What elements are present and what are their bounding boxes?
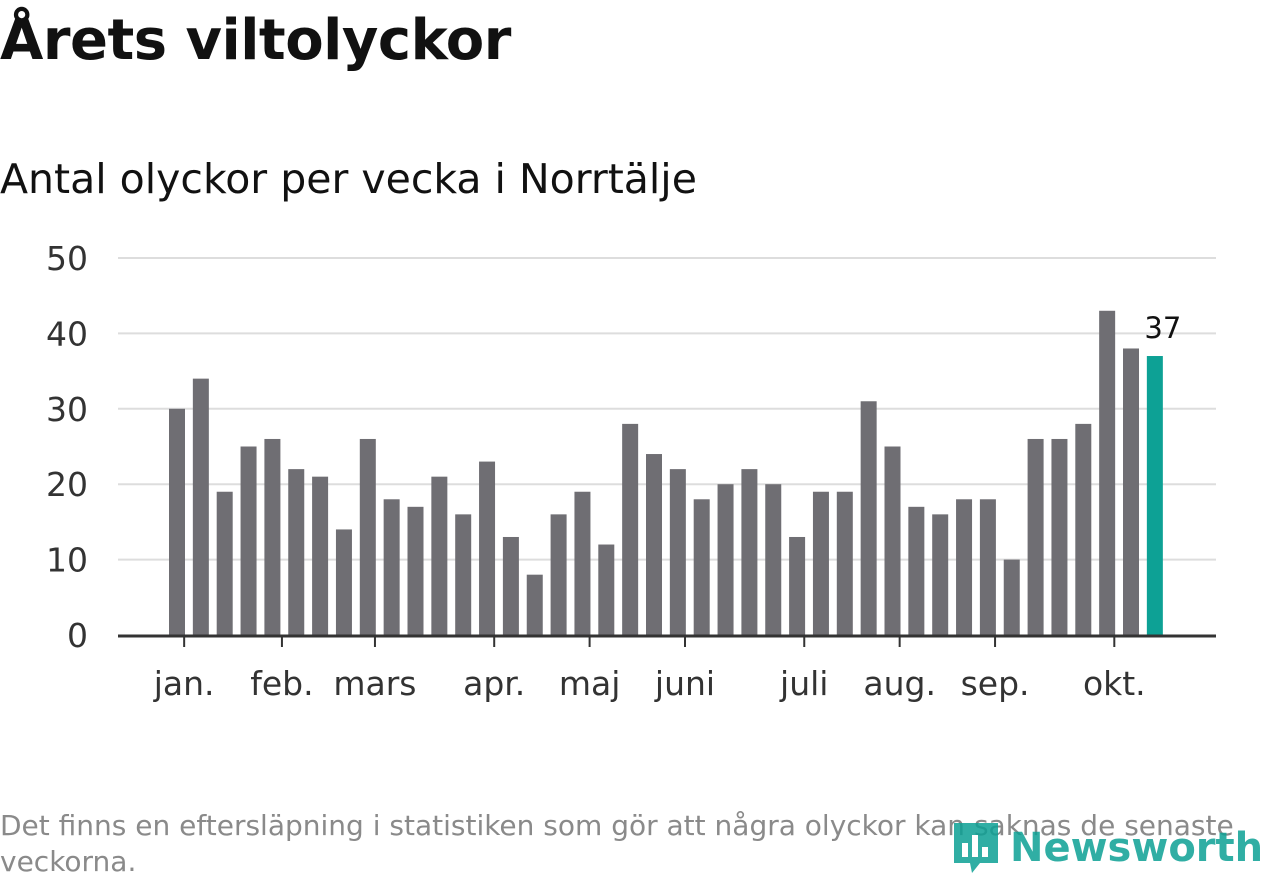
bar [669, 469, 686, 635]
bar [407, 506, 424, 635]
y-tick-label: 20 [46, 465, 88, 504]
bar [836, 491, 853, 635]
bar [1051, 438, 1068, 635]
y-axis-ticks: 0 10 20 30 40 50 [46, 239, 88, 655]
x-tick-label: aug. [863, 664, 936, 703]
bar [717, 484, 734, 635]
newsworthy-logo: Newsworthy [950, 818, 1262, 878]
y-tick-label: 40 [46, 314, 88, 353]
bar [216, 491, 233, 635]
data-labels: 37 [1144, 311, 1181, 345]
x-tick-label: juni [654, 664, 715, 703]
newsworthy-icon [954, 823, 998, 873]
bar [1075, 423, 1092, 635]
bar [812, 491, 829, 635]
bar [1027, 438, 1044, 635]
bar [598, 544, 615, 635]
bar [192, 378, 209, 635]
bar [1099, 310, 1116, 635]
bar [741, 469, 758, 635]
x-tick-label: okt. [1083, 664, 1146, 703]
bar [335, 529, 352, 635]
newsworthy-logo-text: Newsworthy [1010, 825, 1262, 871]
bar [693, 499, 710, 635]
x-tick-label: jan. [153, 664, 215, 703]
bar [431, 476, 448, 635]
x-tick-label: apr. [463, 664, 525, 703]
bar [789, 536, 806, 635]
bar [502, 536, 519, 635]
chart-title: Årets viltolyckor [0, 8, 511, 73]
bar [455, 514, 472, 635]
bar [1146, 356, 1163, 635]
y-tick-label: 10 [46, 541, 88, 580]
bar-chart: 0 10 20 30 40 50 jan. feb. mars apr. maj juni juli a… [46, 239, 1216, 703]
bar-value-label: 37 [1144, 311, 1181, 345]
x-tick-label: mars [333, 664, 416, 703]
bar [240, 446, 257, 635]
bar [288, 469, 305, 635]
x-tick-label: juli [779, 664, 828, 703]
bar [1003, 559, 1020, 635]
y-tick-label: 30 [46, 390, 88, 429]
bar [765, 484, 782, 635]
bar [932, 514, 949, 635]
bar [1123, 348, 1139, 635]
bar [574, 491, 591, 635]
chart-subtitle: Antal olyckor per vecka i Norrtälje [0, 155, 697, 203]
x-tick-label: maj [559, 664, 621, 703]
x-axis-labels: jan. feb. mars apr. maj juni juli aug. sep. okt. [153, 636, 1146, 703]
footnote: Det finns en eftersläpning i statistiken… [0, 809, 1234, 878]
bar [622, 423, 639, 635]
bar [860, 401, 877, 635]
x-tick-label: feb. [250, 664, 313, 703]
bar [169, 408, 185, 635]
bar [383, 499, 400, 635]
bar [979, 499, 996, 635]
bar [359, 438, 376, 635]
y-tick-label: 0 [67, 616, 88, 655]
bar [526, 574, 543, 635]
bar [264, 438, 281, 635]
y-tick-label: 50 [46, 239, 88, 278]
bar [956, 499, 973, 635]
bars [169, 310, 1163, 635]
bar [884, 446, 901, 635]
bar [908, 506, 925, 635]
bar [312, 476, 329, 635]
bar [550, 514, 567, 635]
grid-lines [118, 257, 1216, 561]
bar [479, 461, 496, 635]
x-tick-label: sep. [961, 664, 1030, 703]
bar [646, 454, 662, 635]
